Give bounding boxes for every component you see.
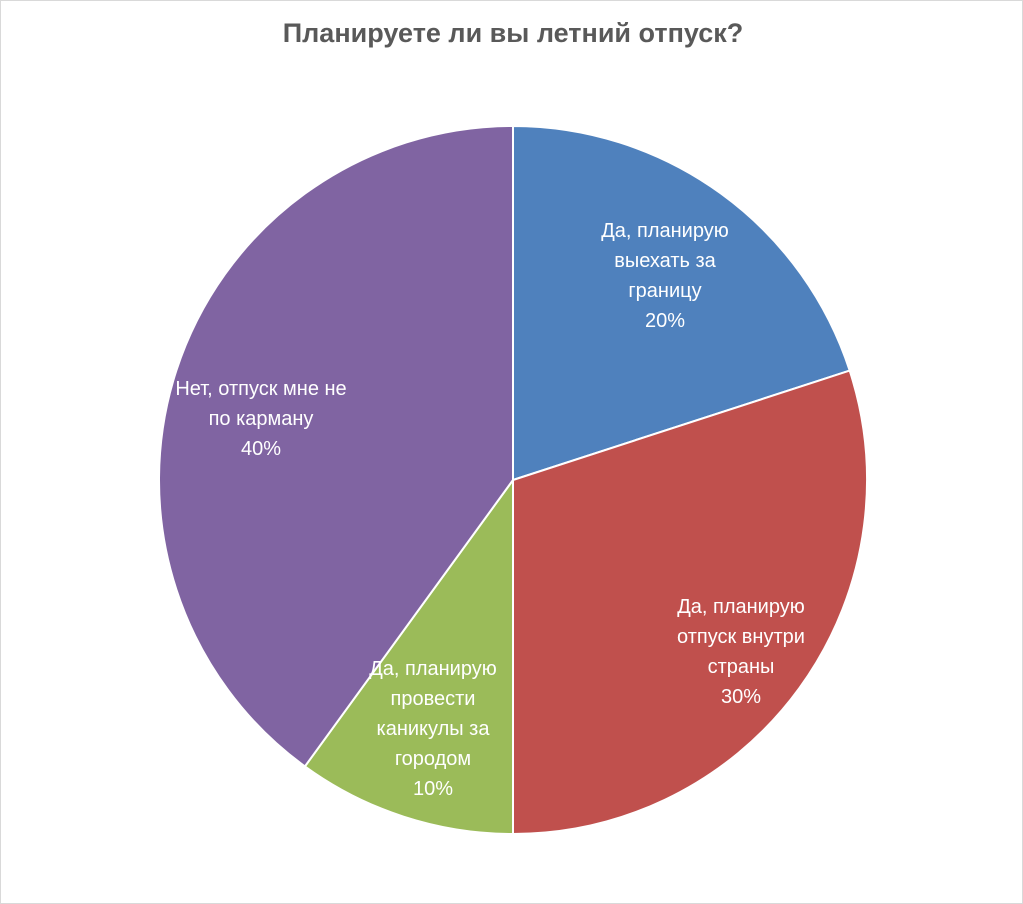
data-label: Да, планирую провести каникулы за городо…: [368, 654, 498, 804]
category-label: Да, планирую провести каникулы за городо…: [369, 658, 497, 770]
pie-slice: [512, 369, 868, 836]
category-label: Да, планирую отпуск внутри страны: [677, 596, 805, 678]
pie-slice: [303, 476, 514, 836]
chart-title: Планируете ли вы летний отпуск?: [283, 18, 744, 48]
category-label: Нет, отпуск мне не по карману: [175, 378, 347, 430]
value-label: 10%: [412, 778, 454, 800]
data-label: Да, планирую выехать за границу 20%: [585, 216, 745, 336]
value-label: 40%: [240, 438, 282, 460]
data-label: Да, планирую отпуск внутри страны 30%: [661, 592, 821, 712]
data-label: Нет, отпуск мне не по карману 40%: [171, 374, 351, 464]
value-label: 20%: [644, 310, 686, 332]
value-label: 30%: [720, 686, 762, 708]
pie-slice: [512, 124, 851, 482]
category-label: Да, планирую выехать за границу: [601, 220, 729, 302]
pie-slice: [158, 124, 514, 768]
